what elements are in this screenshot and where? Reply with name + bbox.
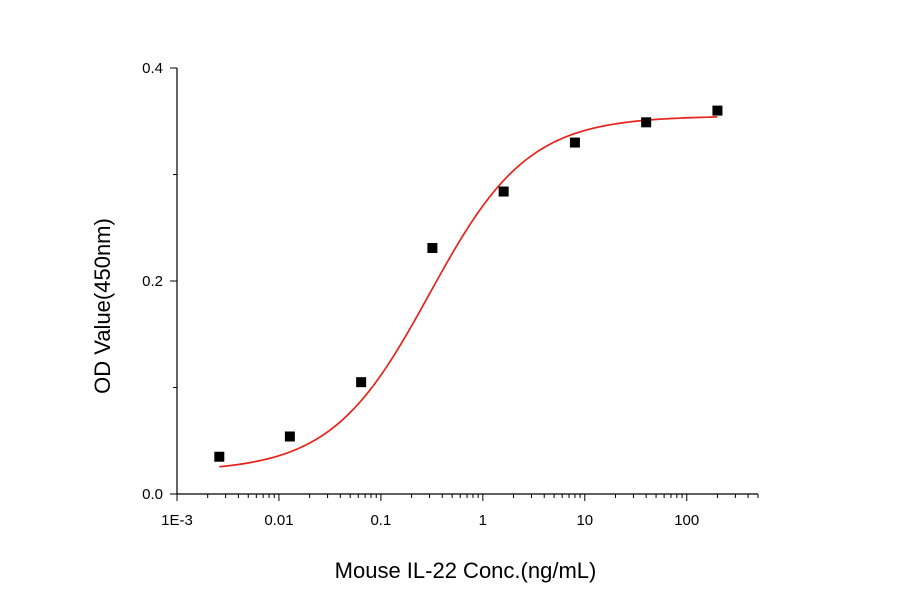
y-tick-label: 0.4 <box>142 60 163 77</box>
x-axis-title: Mouse IL-22 Conc.(ng/mL) <box>335 558 597 583</box>
data-point <box>641 117 652 128</box>
x-tick-label: 10 <box>576 512 593 529</box>
x-tick-label: 100 <box>674 512 699 529</box>
data-point <box>498 186 509 197</box>
y-tick-label: 0.2 <box>142 273 163 290</box>
data-points <box>214 105 723 462</box>
data-point <box>356 377 367 388</box>
x-tick-label: 1E-3 <box>161 512 193 529</box>
fit-curve <box>219 116 718 468</box>
y-tick-label: 0.0 <box>142 486 163 503</box>
x-tick-label: 1 <box>479 512 487 529</box>
y-ticks: 0.0 0.2 0.4 <box>142 60 177 503</box>
y-axis-title: OD Value(450nm) <box>90 218 115 394</box>
data-point <box>712 105 723 116</box>
axes <box>176 68 758 495</box>
data-point <box>569 137 580 148</box>
data-point <box>427 242 438 253</box>
x-tick-label: 0.1 <box>370 512 391 529</box>
data-point <box>284 431 295 442</box>
data-point <box>214 451 225 462</box>
fit-layer <box>219 116 718 468</box>
x-ticks: 1E-3 0.01 0.1 1 10 100 <box>161 494 759 529</box>
x-tick-label: 0.01 <box>264 512 293 529</box>
